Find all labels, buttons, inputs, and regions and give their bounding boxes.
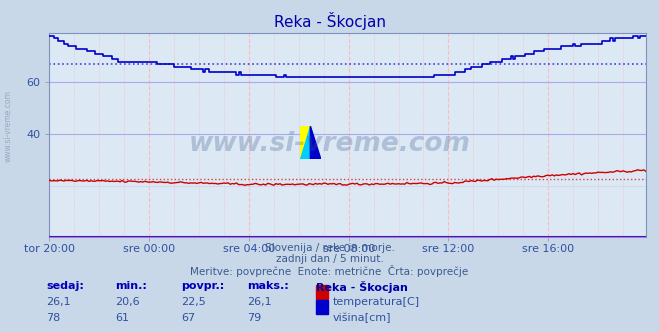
Text: 22,5: 22,5 [181, 297, 206, 307]
Text: zadnji dan / 5 minut.: zadnji dan / 5 minut. [275, 254, 384, 264]
Text: min.:: min.: [115, 281, 147, 290]
Text: Slovenija / reke in morje.: Slovenija / reke in morje. [264, 243, 395, 253]
Text: 67: 67 [181, 313, 195, 323]
Text: sedaj:: sedaj: [46, 281, 84, 290]
Text: maks.:: maks.: [247, 281, 289, 290]
Text: Reka - Škocjan: Reka - Škocjan [273, 12, 386, 30]
Text: Meritve: povprečne  Enote: metrične  Črta: povprečje: Meritve: povprečne Enote: metrične Črta:… [190, 265, 469, 277]
Text: 61: 61 [115, 313, 129, 323]
Text: višina[cm]: višina[cm] [333, 313, 391, 323]
Text: 78: 78 [46, 313, 61, 323]
Polygon shape [300, 126, 310, 159]
Polygon shape [300, 126, 310, 159]
Text: 79: 79 [247, 313, 262, 323]
Text: 20,6: 20,6 [115, 297, 140, 307]
Text: 26,1: 26,1 [46, 297, 71, 307]
Polygon shape [310, 126, 321, 159]
Text: temperatura[C]: temperatura[C] [333, 297, 420, 307]
Text: Reka - Škocjan: Reka - Škocjan [316, 281, 408, 292]
Text: www.si-vreme.com: www.si-vreme.com [188, 131, 471, 157]
Text: povpr.:: povpr.: [181, 281, 225, 290]
Text: www.si-vreme.com: www.si-vreme.com [3, 90, 13, 162]
Text: 26,1: 26,1 [247, 297, 272, 307]
